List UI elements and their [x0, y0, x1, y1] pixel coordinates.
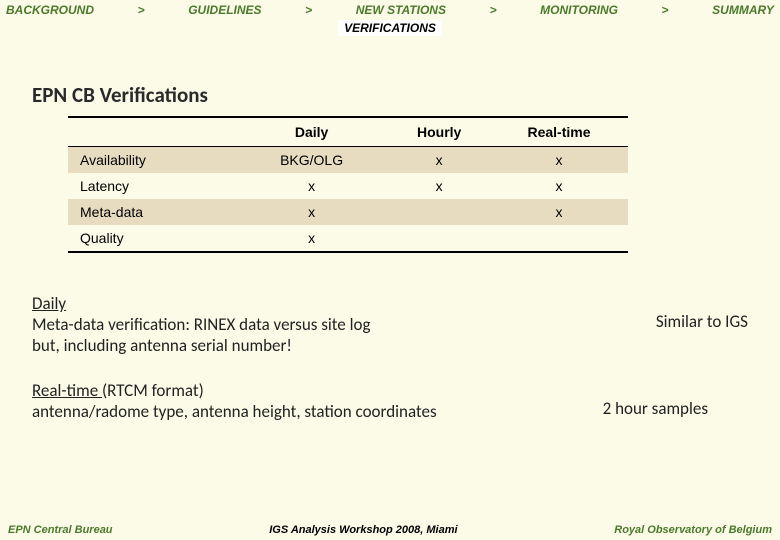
footer-center: IGS Analysis Workshop 2008, Miami	[269, 524, 457, 536]
nav-sep: >	[662, 3, 669, 17]
nav-newstations[interactable]: NEW STATIONS	[354, 2, 448, 18]
note-realtime: Real-time (RTCM format) antenna/radome t…	[32, 380, 748, 422]
col-daily: Daily	[235, 117, 389, 147]
breadcrumb-nav: BACKGROUND > GUIDELINES > NEW STATIONS >…	[0, 0, 780, 18]
note-daily: Daily Meta-data verification: RINEX data…	[32, 293, 748, 356]
footer-right: Royal Observatory of Belgium	[614, 524, 772, 536]
nav-verifications-active[interactable]: VERIFICATIONS	[338, 20, 442, 36]
nav-summary[interactable]: SUMMARY	[710, 2, 776, 18]
cell: x	[235, 173, 389, 199]
nav-sep: >	[305, 3, 312, 17]
nav-monitoring[interactable]: MONITORING	[538, 2, 620, 18]
verification-table: Daily Hourly Real-time Availability BKG/…	[68, 116, 628, 253]
row-label: Meta-data	[68, 199, 235, 225]
row-label: Latency	[68, 173, 235, 199]
page-title: EPN CB Verifications	[32, 82, 780, 108]
nav-sep: >	[138, 3, 145, 17]
cell: x	[490, 147, 628, 174]
table-row: Availability BKG/OLG x x	[68, 147, 628, 174]
note-daily-label: Daily	[32, 293, 66, 314]
note-daily-right: Similar to IGS	[656, 311, 748, 332]
table-row: Meta-data x x	[68, 199, 628, 225]
notes-section: Daily Meta-data verification: RINEX data…	[32, 293, 748, 422]
note-realtime-label: Real-time	[32, 380, 102, 401]
cell: x	[388, 173, 490, 199]
cell: x	[490, 199, 628, 225]
cell	[490, 225, 628, 252]
col-hourly: Hourly	[388, 117, 490, 147]
row-label: Availability	[68, 147, 235, 174]
nav-guidelines[interactable]: GUIDELINES	[186, 2, 263, 18]
nav-sep: >	[490, 3, 497, 17]
footer-left: EPN Central Bureau	[8, 524, 113, 536]
table-header-row: Daily Hourly Real-time	[68, 117, 628, 147]
note-realtime-right: 2 hour samples	[603, 398, 708, 419]
note-realtime-suffix: (RTCM format)	[102, 380, 204, 401]
cell: x	[490, 173, 628, 199]
col-blank	[68, 117, 235, 147]
cell: BKG/OLG	[235, 147, 389, 174]
footer: EPN Central Bureau IGS Analysis Workshop…	[0, 524, 780, 536]
cell	[388, 199, 490, 225]
row-label: Quality	[68, 225, 235, 252]
nav-background[interactable]: BACKGROUND	[4, 2, 96, 18]
table-row: Quality x	[68, 225, 628, 252]
cell: x	[235, 199, 389, 225]
col-realtime: Real-time	[490, 117, 628, 147]
note-daily-line2: but, including antenna serial number!	[32, 335, 748, 356]
verification-table-wrap: Daily Hourly Real-time Availability BKG/…	[68, 116, 628, 253]
breadcrumb-active-row: VERIFICATIONS	[0, 19, 780, 37]
cell	[388, 225, 490, 252]
cell: x	[235, 225, 389, 252]
cell: x	[388, 147, 490, 174]
table-row: Latency x x x	[68, 173, 628, 199]
note-daily-line1: Meta-data verification: RINEX data versu…	[32, 314, 748, 335]
